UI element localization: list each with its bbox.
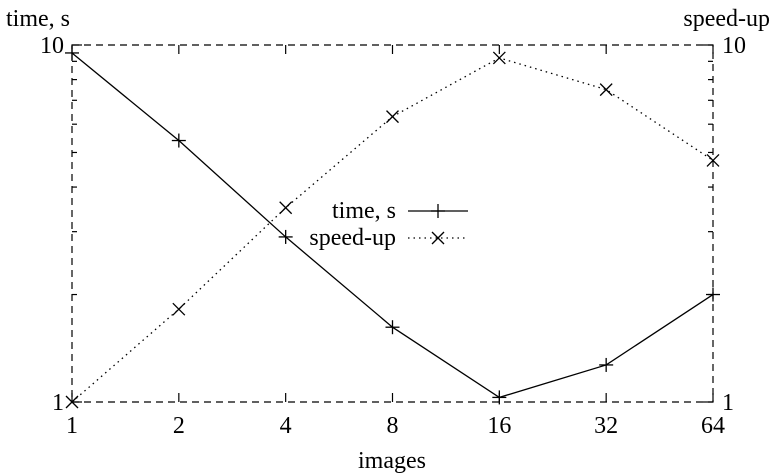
legend-marker-time [431, 204, 445, 218]
x-tick-label: 4 [280, 413, 292, 439]
legend-label-time: time, s [332, 198, 396, 224]
data-point-speed-up [386, 110, 399, 124]
data-point-speed-up [599, 83, 613, 97]
y-tick-labels: 1 10 1 10 [40, 33, 746, 416]
tick-marks [71, 44, 714, 403]
data-point-speed-up [172, 302, 186, 316]
plot-frame [71, 44, 714, 403]
x-tick-label: 1 [66, 413, 78, 439]
data-point-speed-up [706, 153, 720, 167]
y-left-tick-label: 10 [40, 33, 64, 59]
y-right-tick-label: 1 [722, 390, 734, 416]
x-tick-label: 32 [594, 413, 618, 439]
y-right-tick-label: 10 [722, 33, 746, 59]
x-tick-label: 16 [487, 413, 511, 439]
legend-label-speed-up: speed-up [309, 225, 396, 251]
data-point-speed-up [492, 51, 506, 65]
x-axis-title: images [358, 448, 426, 473]
y-right-axis-title: speed-up [683, 6, 770, 32]
series-layer [65, 45, 720, 409]
legend-marker-cross [431, 231, 445, 245]
x-tick-label: 2 [173, 413, 185, 439]
x-tick-label: 64 [701, 413, 725, 439]
legend: time, s speed-up [309, 198, 468, 251]
x-tick-label: 8 [387, 413, 399, 439]
data-point-speed-up [279, 201, 293, 215]
y-left-tick-label: 1 [52, 390, 64, 416]
y-left-axis-title: time, s [6, 6, 70, 32]
legend-marker-speed-up [431, 231, 445, 245]
x-tick-labels: 1 2 4 8 16 32 64 [66, 413, 725, 439]
data-point-speed-up [65, 395, 79, 409]
